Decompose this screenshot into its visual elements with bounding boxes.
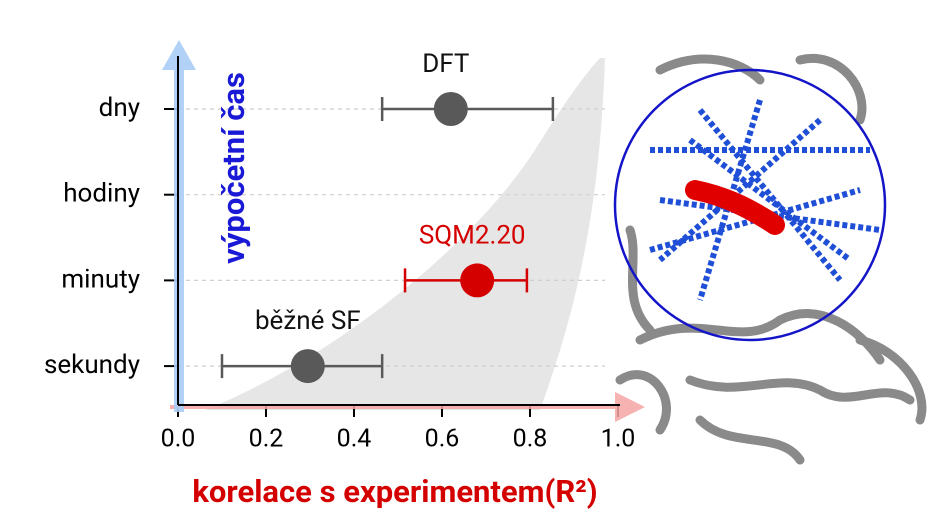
x-tick-label: 0.2: [249, 425, 284, 454]
point: [290, 349, 325, 384]
protein-illustration: [613, 54, 927, 465]
y-tick-label: dny: [99, 93, 140, 123]
x-tick-label: 0.6: [425, 425, 460, 454]
point: [460, 263, 495, 298]
x-tick-label: 1.0: [601, 425, 636, 454]
point-label: běžné SF: [255, 306, 361, 336]
y-tick-label: minuty: [61, 264, 140, 294]
y-tick-label: hodiny: [63, 179, 140, 209]
trend-band: [205, 58, 605, 410]
point-label: SQM2.20: [419, 220, 526, 250]
point: [433, 92, 468, 126]
y-axis-label: výpočetní čas: [215, 72, 252, 264]
x-axis-label: korelace s experimentem(R²): [192, 473, 597, 510]
x-tick-label: 0.8: [513, 425, 548, 454]
y-tick-label: sekundy: [44, 350, 140, 380]
point-label: DFT: [422, 49, 469, 79]
x-tick-label: 0.4: [337, 425, 372, 454]
x-arrow: [170, 392, 645, 422]
x-tick-label: 0.0: [161, 425, 196, 454]
